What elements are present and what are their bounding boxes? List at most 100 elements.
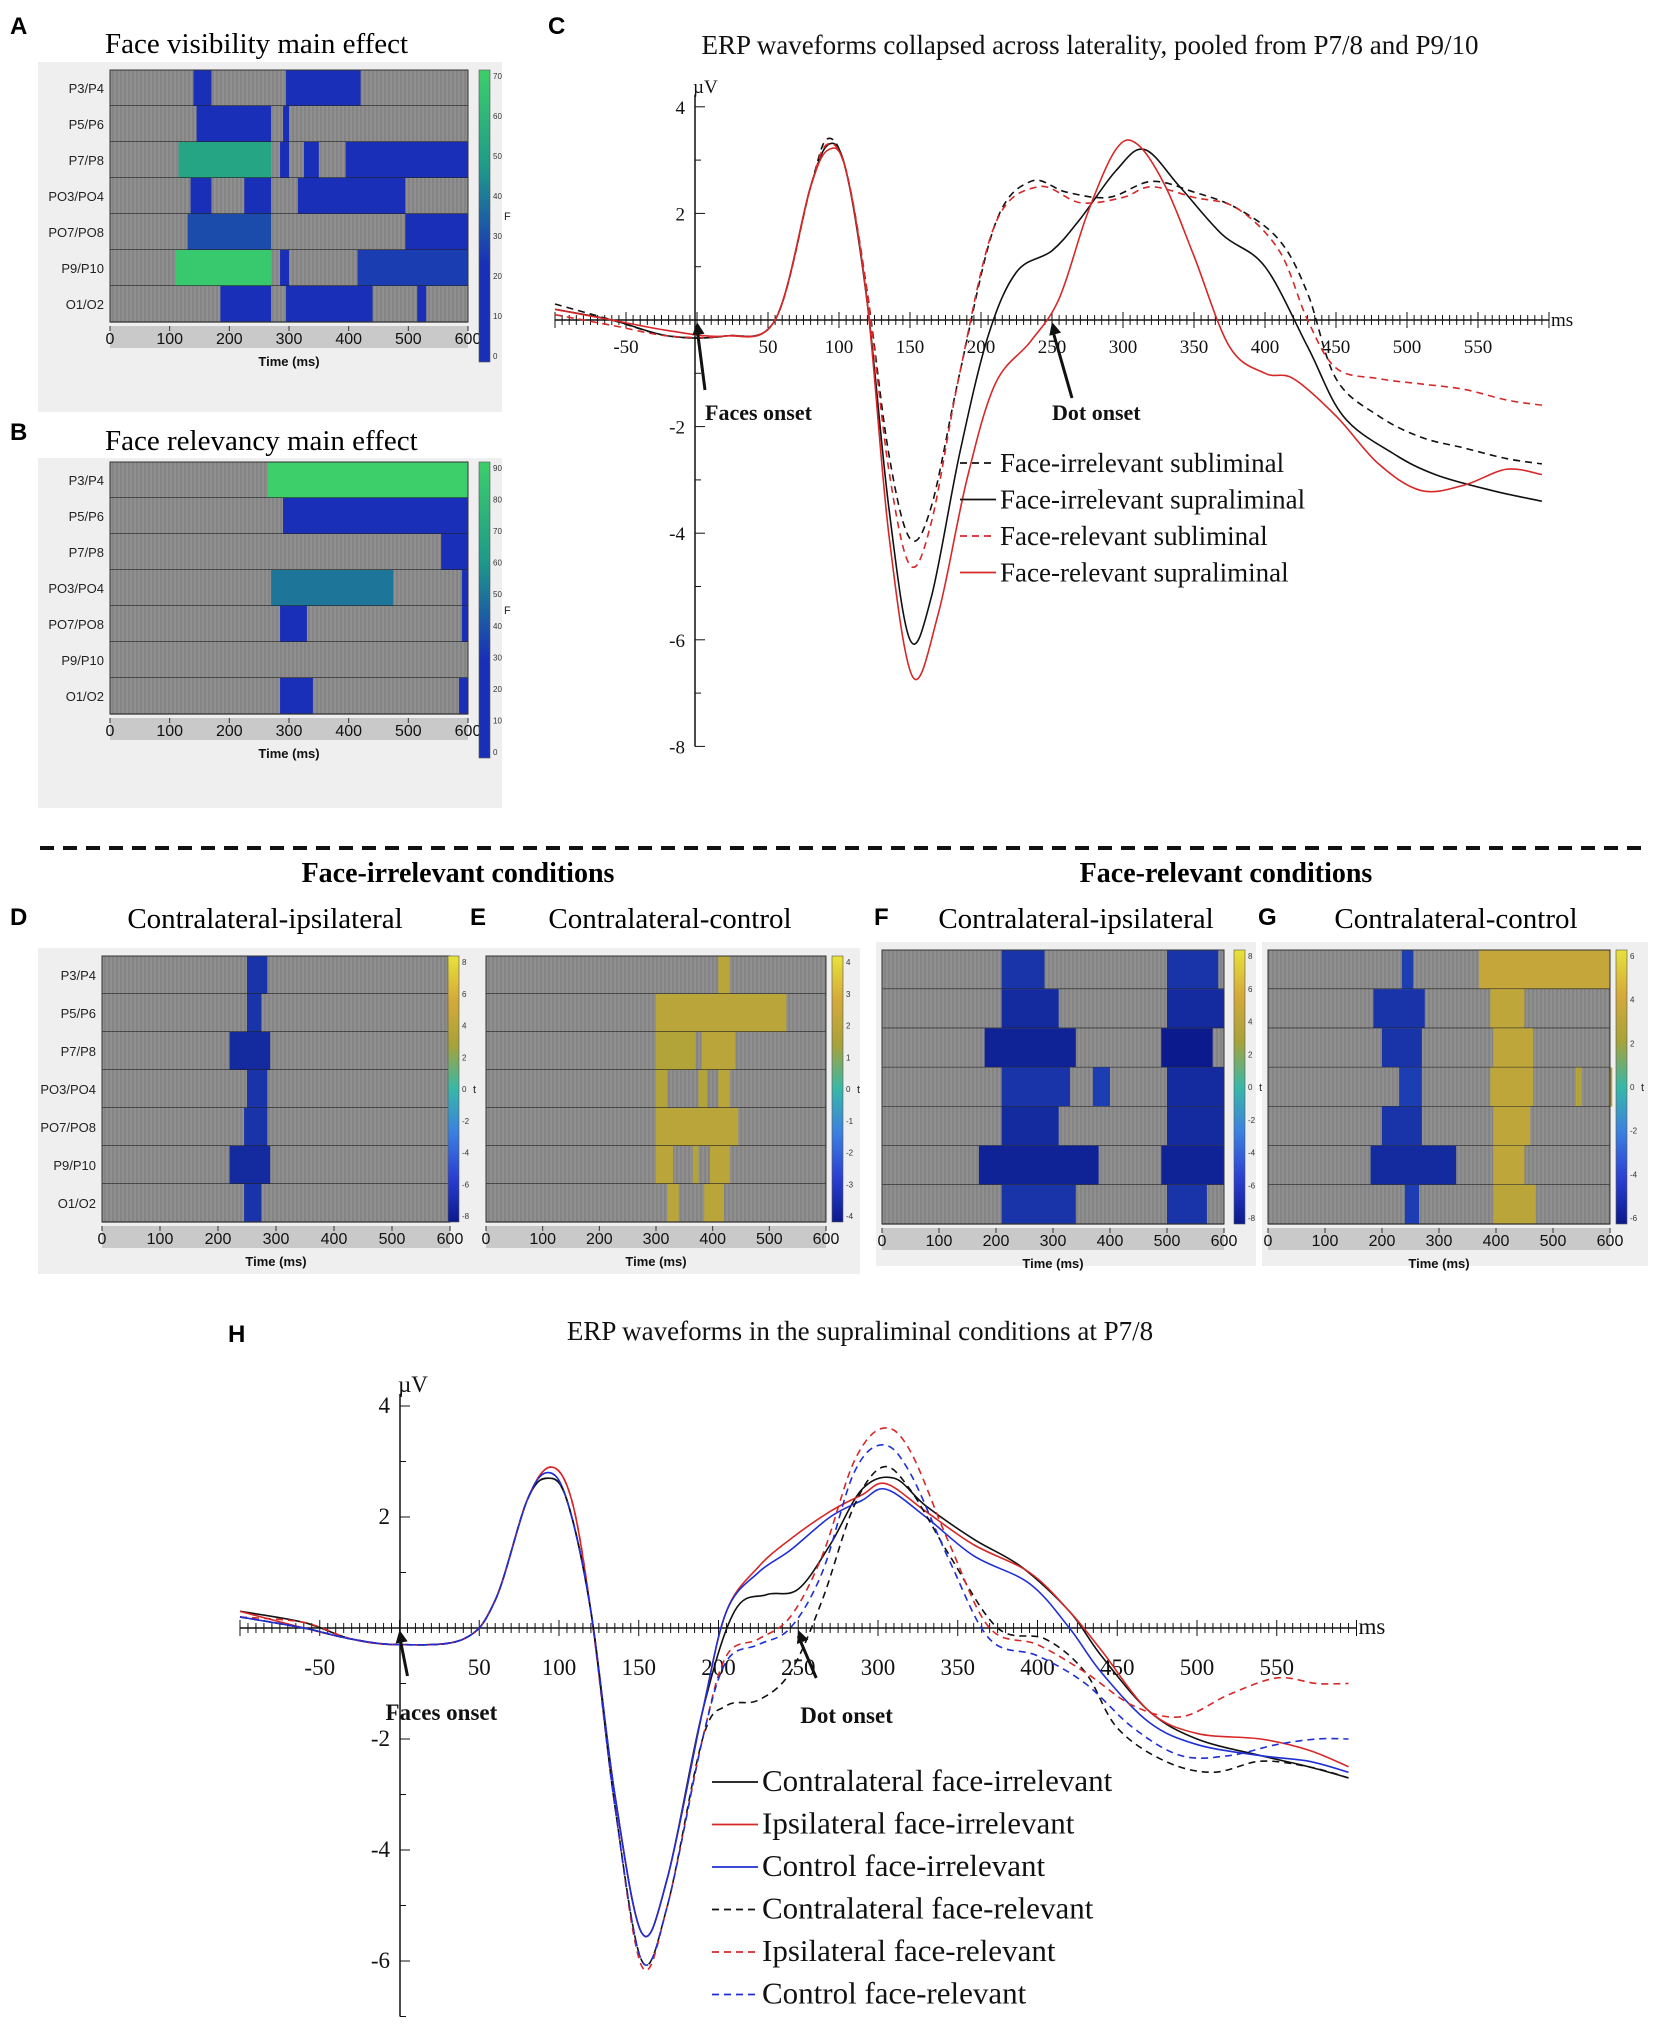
channel-label: P3/P4 (61, 968, 96, 983)
heatmap-cell (187, 214, 272, 250)
heatmap-cell (1001, 1067, 1071, 1107)
legend-label: Face-irrelevant subliminal (1000, 448, 1284, 478)
heatmap-row (1268, 1067, 1610, 1107)
time-axis-bar (110, 326, 468, 348)
panel-d-title: Contralateral-ipsilateral (127, 903, 402, 935)
colorbar-tick-label: -8 (462, 1212, 470, 1221)
x-tick-label: -50 (613, 337, 638, 358)
colorbar-tick-label: 70 (493, 72, 502, 81)
heatmap-row (1268, 1106, 1610, 1146)
channel-label: O1/O2 (66, 297, 104, 312)
time-axis-tick-label: 400 (699, 1231, 726, 1248)
heatmap-cell (692, 1146, 699, 1184)
time-axis-tick-label: 0 (106, 331, 115, 348)
heatmap-cell (247, 956, 268, 994)
heatmap-cell (1001, 1106, 1059, 1146)
colorbar (478, 69, 491, 363)
heatmap-row (102, 1184, 450, 1222)
heatmap-cell (656, 1146, 673, 1184)
x-tick-label: 400 (1020, 1655, 1055, 1680)
chart-c-erp-pooled: ERP waveforms collapsed across lateralit… (554, 30, 1573, 758)
heatmap-e: 0 100 200 300 400 500 600 Time (ms) 4 3 2 1 0 -1 -2 -3 -… (478, 948, 860, 1274)
heatmap-cell (229, 1146, 271, 1184)
heatmap-cell (280, 142, 289, 178)
legend-label: Control face-irrelevant (762, 1848, 1046, 1883)
heatmap-f: 0 100 200 300 400 500 600 Time (ms) 8 6 4 2 0 -2 -4 -6 -… (876, 942, 1262, 1271)
x-tick-label: 350 (1180, 337, 1209, 358)
heatmap-cell (283, 498, 468, 534)
channel-label: P5/P6 (61, 1006, 96, 1021)
x-tick-label: 100 (825, 337, 854, 358)
time-axis-tick-label: 300 (1040, 1233, 1067, 1250)
time-axis-tick-label: 0 (482, 1231, 491, 1248)
irrelevant-group-heading: Face-irrelevant conditions (302, 858, 615, 889)
heatmap-cell (1001, 989, 1059, 1029)
colorbar (1233, 949, 1246, 1225)
heatmap-row (1268, 989, 1610, 1029)
colorbar-tick-label: 50 (493, 152, 502, 161)
y-tick-label: 4 (676, 98, 686, 119)
heatmap-cell (656, 994, 787, 1032)
colorbar-tick-label: -4 (846, 1212, 854, 1221)
colorbar (447, 955, 460, 1223)
channel-label: O1/O2 (66, 689, 104, 704)
colorbar-tick-label: -4 (462, 1149, 470, 1158)
heatmap-row (1268, 1184, 1610, 1224)
heatmap-frame (109, 461, 469, 715)
time-axis-tick-label: 100 (147, 1231, 174, 1248)
heatmap-cell (247, 1070, 268, 1108)
heatmap-cell (1161, 1028, 1213, 1068)
relevant-group-heading: Face-relevant conditions (1080, 858, 1373, 889)
heatmap-cell (190, 178, 212, 214)
time-axis-tick-label: 300 (276, 331, 303, 348)
panel-label-b: B (10, 419, 27, 446)
colorbar-tick-label: 60 (493, 112, 502, 121)
heatmap-cell (244, 1184, 262, 1222)
colorbar-tick-label: -4 (1630, 1170, 1638, 1179)
heatmap-row (110, 534, 468, 570)
panel-e-title: Contralateral-control (548, 903, 791, 935)
heatmap-cell (405, 214, 468, 250)
time-axis-tick-label: 0 (1264, 1233, 1273, 1250)
colorbar-tick-label: 1 (846, 1053, 851, 1062)
heatmap-row (486, 956, 826, 994)
heatmap-cell (1399, 1067, 1422, 1107)
channel-label: P5/P6 (69, 117, 104, 132)
y-tick-label: -6 (669, 631, 685, 652)
colorbar-tick-label: 4 (1248, 1018, 1253, 1027)
heatmap-a: P3/P4 P5/P6 P7/P8 PO3/PO4 PO7/PO8 P9/P10 O1/O2… (38, 62, 511, 412)
channel-label: PO7/PO8 (48, 617, 104, 632)
time-axis-tick-label: 600 (437, 1231, 464, 1248)
colorbar-tick-label: 8 (462, 958, 467, 967)
x-axis-unit: ms (1359, 1614, 1386, 1639)
heatmap-cell (1167, 950, 1219, 990)
colorbar-tick-label: 0 (1248, 1083, 1253, 1092)
colorbar-tick-label: 0 (493, 352, 498, 361)
time-axis-label: Time (ms) (625, 1254, 686, 1269)
time-axis-tick-label: 200 (216, 331, 243, 348)
x-tick-label: -50 (304, 1655, 335, 1680)
annotation-arrow-shaft (1050, 327, 1074, 399)
x-axis-unit: ms (1551, 310, 1573, 331)
heatmap-cell (1493, 1145, 1525, 1185)
heatmap-cell (1490, 989, 1525, 1029)
heatmap-cell (268, 462, 468, 498)
channel-label: P5/P6 (69, 509, 104, 524)
time-axis-bar (882, 1228, 1224, 1250)
heatmap-cell (1167, 1067, 1224, 1107)
colorbar-tick-label: 10 (493, 716, 502, 725)
heatmap-cell (978, 1145, 1099, 1185)
colorbar-tick-label: 0 (462, 1085, 467, 1094)
y-tick-label: 2 (676, 204, 686, 225)
panel-label-a: A (10, 13, 27, 40)
heatmap-row (102, 994, 450, 1032)
colorbar-tick-label: 0 (1630, 1083, 1635, 1092)
time-axis-label: Time (ms) (245, 1254, 306, 1269)
annotation-arrowhead (796, 1630, 809, 1644)
series-line (239, 1444, 1349, 1966)
colorbar-tick-label: -2 (846, 1149, 854, 1158)
heatmap-cell (667, 1184, 679, 1222)
colorbar-tick-label: 4 (462, 1022, 467, 1031)
legend-label: Ipsilateral face-irrelevant (762, 1806, 1075, 1841)
colorbar-tick-label: -4 (1248, 1149, 1256, 1158)
